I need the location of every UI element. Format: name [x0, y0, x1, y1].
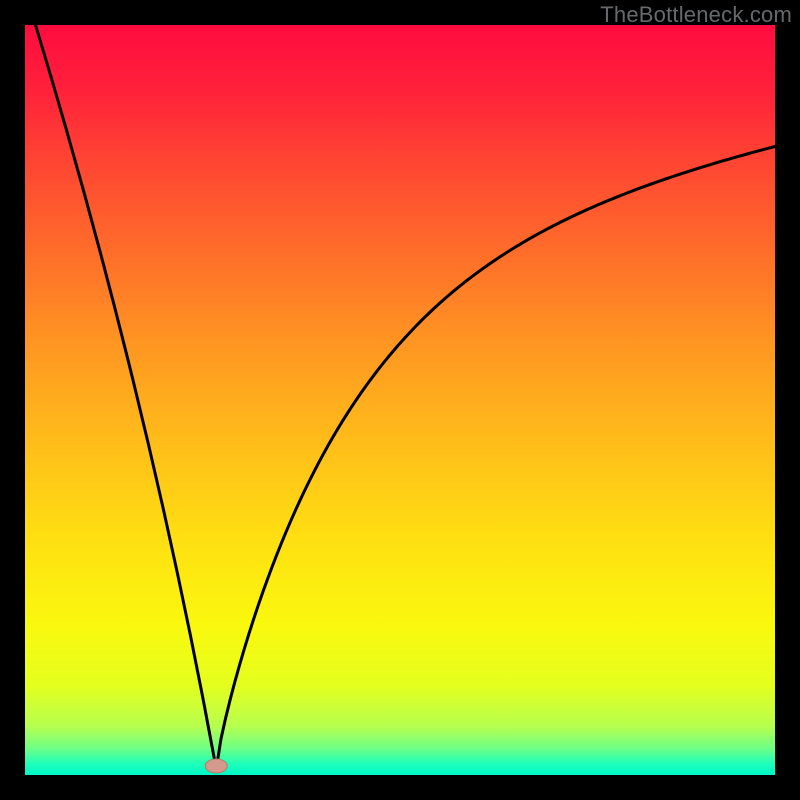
bottleneck-chart: [0, 0, 800, 800]
watermark-text: TheBottleneck.com: [600, 2, 792, 28]
chart-frame: TheBottleneck.com: [0, 0, 800, 800]
